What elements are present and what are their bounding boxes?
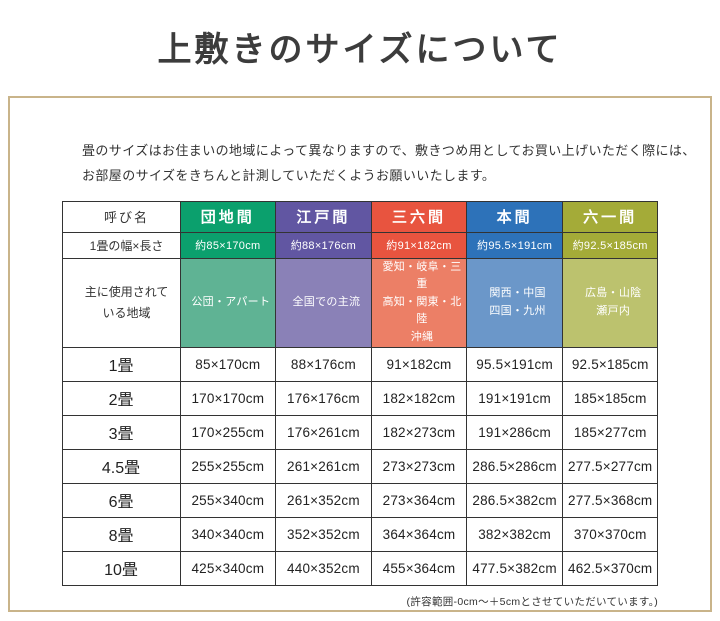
region-cell: 全国での主流 (275, 257, 372, 348)
table-header-row: 呼び名 団地間 江戸間 三六間 本間 六一間 (61, 200, 659, 233)
tatami-size-table: 呼び名 団地間 江戸間 三六間 本間 六一間 1畳の幅×長さ 約85×170cm… (61, 200, 659, 586)
size-cell: 255×340cm (179, 482, 277, 518)
size-cell: 95.5×191cm (466, 346, 563, 382)
region-cell: 公団・アパート (179, 257, 277, 348)
region-row-label: 主に使用されて いる地域 (61, 257, 181, 348)
size-row-10jo: 10畳 425×340cm 440×352cm 455×364cm 477.5×… (61, 550, 659, 586)
region-cell: 関西・中国 四国・九州 (466, 257, 563, 348)
size-cell: 286.5×286cm (466, 448, 563, 484)
size-cell: 273×364cm (370, 482, 468, 518)
size-cell: 92.5×185cm (561, 346, 659, 382)
size-cell: 352×352cm (275, 516, 372, 552)
size-row-label: 6畳 (61, 482, 181, 518)
size-cell: 277.5×277cm (561, 448, 659, 484)
region-cell: 愛知・岐阜・三重 高知・関東・北陸 沖縄 (370, 257, 468, 348)
size-cell: 91×182cm (370, 346, 468, 382)
size-cell: 273×273cm (370, 448, 468, 484)
size-row-label: 1畳 (61, 346, 181, 382)
size-row-label: 2畳 (61, 380, 181, 416)
size-cell: 277.5×368cm (561, 482, 659, 518)
intro-text: 畳のサイズはお住まいの地域によって異なりますので、敷きつめ用としてお買い上げいた… (82, 138, 710, 189)
column-header-edoma: 江戸間 (275, 200, 372, 233)
column-header-saburoku: 三六間 (370, 200, 468, 233)
size-cell: 185×277cm (561, 414, 659, 450)
intro-line-2: お部屋のサイズをきちんと計測していただくようお願いいたします。 (82, 168, 496, 184)
tolerance-footnote: (許容範囲-0cm～＋5cmとさせていただいています。) (406, 595, 658, 608)
width-cell: 約85×170cm (179, 231, 277, 259)
size-cell: 176×176cm (275, 380, 372, 416)
size-cell: 462.5×370cm (561, 550, 659, 586)
size-row-label: 10畳 (61, 550, 181, 586)
size-row-label: 3畳 (61, 414, 181, 450)
size-row-label: 4.5畳 (61, 448, 181, 484)
size-cell: 185×185cm (561, 380, 659, 416)
size-cell: 182×182cm (370, 380, 468, 416)
size-cell: 455×364cm (370, 550, 468, 586)
size-cell: 261×352cm (275, 482, 372, 518)
width-cell: 約92.5×185cm (561, 231, 659, 259)
size-cell: 176×261cm (275, 414, 372, 450)
size-cell: 370×370cm (561, 516, 659, 552)
column-header-rokuichima: 六一間 (561, 200, 659, 233)
page-title: 上敷きのサイズについて (157, 30, 563, 70)
width-cell: 約91×182cm (370, 231, 468, 259)
width-row: 1畳の幅×長さ 約85×170cm 約88×176cm 約91×182cm 約9… (61, 231, 659, 259)
size-row-4-5jo: 4.5畳 255×255cm 261×261cm 273×273cm 286.5… (61, 448, 659, 484)
size-cell: 382×382cm (466, 516, 563, 552)
size-cell: 182×273cm (370, 414, 468, 450)
size-row-8jo: 8畳 340×340cm 352×352cm 364×364cm 382×382… (61, 516, 659, 552)
size-cell: 170×170cm (179, 380, 277, 416)
size-cell: 440×352cm (275, 550, 372, 586)
content-frame: 畳のサイズはお住まいの地域によって異なりますので、敷きつめ用としてお買い上げいた… (8, 96, 712, 612)
size-cell: 85×170cm (179, 346, 277, 382)
intro-line-1: 畳のサイズはお住まいの地域によって異なりますので、敷きつめ用としてお買い上げいた… (82, 143, 696, 158)
column-header-danchima: 団地間 (179, 200, 277, 233)
size-cell: 477.5×382cm (466, 550, 563, 586)
size-row-1jo: 1畳 85×170cm 88×176cm 91×182cm 95.5×191cm… (61, 346, 659, 382)
region-row: 主に使用されて いる地域 公団・アパート 全国での主流 愛知・岐阜・三重 高知・… (61, 257, 659, 348)
size-cell: 286.5×382cm (466, 482, 563, 518)
size-cell: 191×191cm (466, 380, 563, 416)
size-cell: 88×176cm (275, 346, 372, 382)
width-row-label: 1畳の幅×長さ (61, 231, 181, 259)
size-cell: 261×261cm (275, 448, 372, 484)
size-cell: 170×255cm (179, 414, 277, 450)
region-cell: 広島・山陰 瀬戸内 (561, 257, 659, 348)
size-cell: 255×255cm (179, 448, 277, 484)
size-cell: 340×340cm (179, 516, 277, 552)
size-cell: 425×340cm (179, 550, 277, 586)
size-cell: 191×286cm (466, 414, 563, 450)
width-cell: 約95.5×191cm (466, 231, 563, 259)
width-cell: 約88×176cm (275, 231, 372, 259)
size-row-6jo: 6畳 255×340cm 261×352cm 273×364cm 286.5×3… (61, 482, 659, 518)
size-cell: 364×364cm (370, 516, 468, 552)
column-header-honma: 本間 (466, 200, 563, 233)
size-row-3jo: 3畳 170×255cm 176×261cm 182×273cm 191×286… (61, 414, 659, 450)
corner-label: 呼び名 (61, 200, 181, 233)
size-row-2jo: 2畳 170×170cm 176×176cm 182×182cm 191×191… (61, 380, 659, 416)
size-row-label: 8畳 (61, 516, 181, 552)
